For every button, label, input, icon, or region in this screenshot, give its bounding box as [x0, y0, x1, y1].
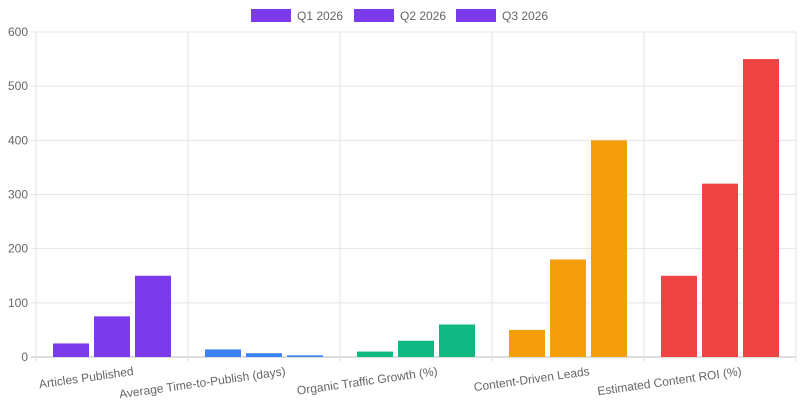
bar-q2-2026 [398, 340, 434, 357]
y-tick-label: 100 [8, 296, 28, 310]
legend-label: Q1 2026 [297, 9, 343, 23]
bar-q2-2026 [550, 259, 586, 357]
y-tick-label: 200 [8, 242, 28, 256]
legend-label: Q3 2026 [502, 9, 548, 23]
y-tick-label: 0 [21, 350, 28, 364]
y-tick-label: 500 [8, 79, 28, 93]
bar-q1-2026 [205, 349, 241, 357]
bar-q3-2026 [135, 275, 171, 357]
x-tick-label: Organic Traffic Growth (%) [296, 364, 438, 398]
bar-q3-2026 [439, 324, 475, 357]
y-tick-label: 600 [8, 25, 28, 39]
bar-q1-2026 [53, 343, 89, 357]
legend-label: Q2 2026 [400, 9, 446, 23]
x-tick-label: Content-Driven Leads [473, 364, 591, 394]
bar-q1-2026 [509, 329, 545, 357]
x-tick-label: Average Time-to-Publish (days) [118, 364, 286, 400]
legend-swatch [354, 9, 394, 22]
bar-q3-2026 [743, 59, 779, 357]
x-tick-label: Estimated Content ROI (%) [596, 364, 742, 398]
bar-q2-2026 [702, 183, 738, 357]
legend-swatch [251, 9, 291, 22]
bar-q1-2026 [661, 275, 697, 357]
legend-swatch [456, 9, 496, 22]
y-tick-label: 400 [8, 133, 28, 147]
bar-q3-2026 [591, 140, 627, 357]
bar-q2-2026 [246, 353, 282, 357]
bar-q2-2026 [94, 316, 130, 357]
bar-q1-2026 [357, 351, 393, 357]
bar-q3-2026 [287, 355, 323, 357]
y-tick-label: 300 [8, 188, 28, 202]
